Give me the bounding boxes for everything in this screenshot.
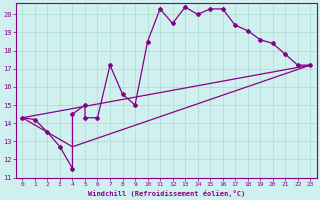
X-axis label: Windchill (Refroidissement éolien,°C): Windchill (Refroidissement éolien,°C) (88, 190, 245, 197)
